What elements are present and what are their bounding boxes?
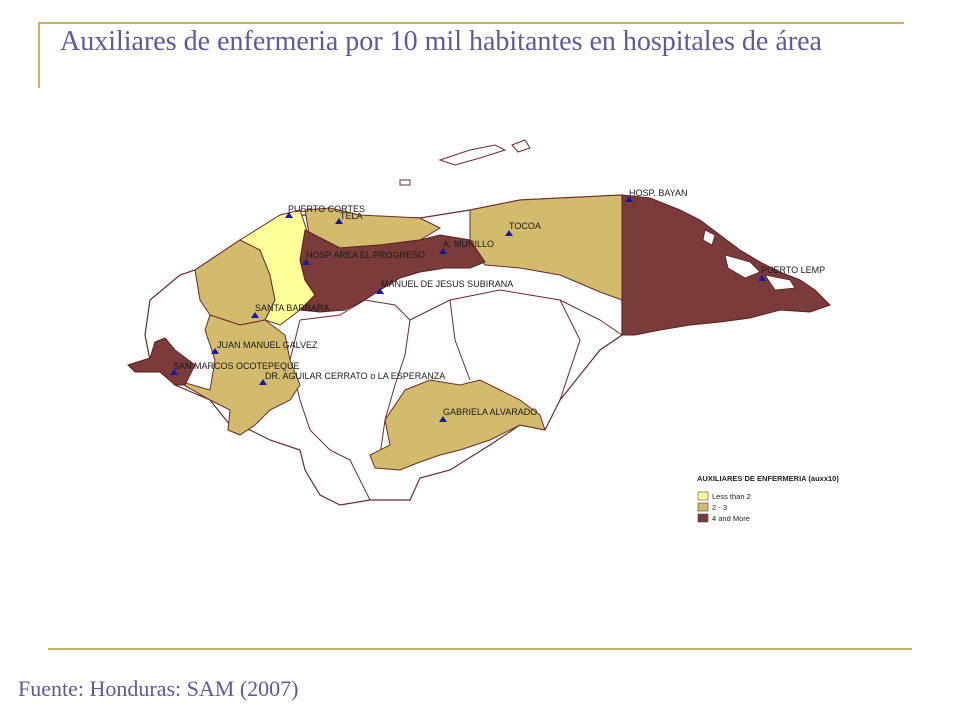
hospital-bayan: HOSP. BAYAN [625, 188, 688, 202]
svg-text:GABRIELA ALVARADO: GABRIELA ALVARADO [443, 407, 537, 417]
lagoons [702, 229, 796, 291]
svg-text:PUERTO LEMP: PUERTO LEMP [761, 265, 825, 275]
svg-text:SANTA BARBARA: SANTA BARBARA [255, 303, 329, 313]
svg-text:TOCOA: TOCOA [509, 221, 541, 231]
top-frame-line [38, 22, 904, 24]
region-ocotepeque-galvez [174, 314, 301, 436]
hospital-subirana: MANUEL DE JESUS SUBIRANA [376, 279, 513, 294]
source-note: Fuente: Honduras: SAM (2007) [18, 676, 299, 701]
legend-swatch-2-3 [697, 502, 709, 512]
legend-title: AUXILIARES DE ENFERMERIA (auxx10) [697, 474, 839, 483]
legend-label-2-3: 2 - 3 [712, 503, 727, 512]
regions-2-3 [174, 194, 623, 471]
hospital-la-esperanza: DR. AGUILAR CERRATO o LA ESPERANZA [259, 371, 445, 385]
bottom-rule [48, 648, 912, 650]
map-legend: AUXILIARES DE ENFERMERIA (auxx10) Less t… [697, 474, 839, 523]
bay-islands [399, 139, 531, 186]
hospital-tocoa: TOCOA [505, 221, 541, 236]
region-bayan-mosquitia [621, 194, 831, 336]
svg-text:TELA: TELA [340, 211, 363, 221]
region-ocotepeque-west [127, 337, 196, 386]
legend-label-4-and-more: 4 and More [712, 514, 750, 523]
svg-text:MANUEL DE JESUS SUBIRANA: MANUEL DE JESUS SUBIRANA [381, 279, 513, 289]
svg-text:DR. AGUILAR CERRATO o LA ESPER: DR. AGUILAR CERRATO o LA ESPERANZA [265, 371, 445, 381]
region-gabriela-alvarado [369, 379, 546, 471]
hospital-ocotepeque: SAN MARCOS OCOTEPEQUE [170, 361, 300, 375]
hospital-puerto-lemp: PUERTO LEMP [758, 265, 825, 281]
svg-text:JUAN MANUEL GALVEZ: JUAN MANUEL GALVEZ [217, 340, 318, 350]
legend-swatch-less-than-2 [697, 491, 709, 501]
legend-swatch-4-and-more [697, 513, 709, 523]
left-frame-line [38, 22, 40, 88]
svg-text:A. MURILLO: A. MURILLO [443, 239, 494, 249]
hospital-murillo: A. MURILLO [439, 239, 494, 254]
hospital-santa-barbara: SANTA BARBARA [251, 303, 329, 318]
region-progreso-subirana [298, 229, 486, 313]
regions-4-and-more [127, 194, 831, 386]
hospital-progreso: HOSP AREA EL PROGRESO [302, 250, 425, 265]
hospital-galvez: JUAN MANUEL GALVEZ [211, 340, 318, 354]
legend-label-less-than-2: Less than 2 [712, 492, 751, 501]
svg-text:SAN MARCOS OCOTEPEQUE: SAN MARCOS OCOTEPEQUE [173, 361, 300, 371]
hospital-markers: PUERTO CORTES TELA TOCOA HOSP. BAYAN A. … [170, 188, 825, 422]
department-borders [289, 289, 623, 501]
svg-text:HOSP. BAYAN: HOSP. BAYAN [629, 188, 688, 198]
svg-text:HOSP AREA EL PROGRESO: HOSP AREA EL PROGRESO [306, 250, 425, 260]
svg-text:PUERTO CORTES: PUERTO CORTES [288, 204, 365, 214]
hospital-puerto-cortes: PUERTO CORTES [285, 204, 365, 218]
slide-title: Auxiliares de enfermeria por 10 mil habi… [60, 26, 822, 57]
hospital-gabriela-alvarado: GABRIELA ALVARADO [439, 407, 537, 422]
hospital-tela: TELA [335, 211, 363, 224]
